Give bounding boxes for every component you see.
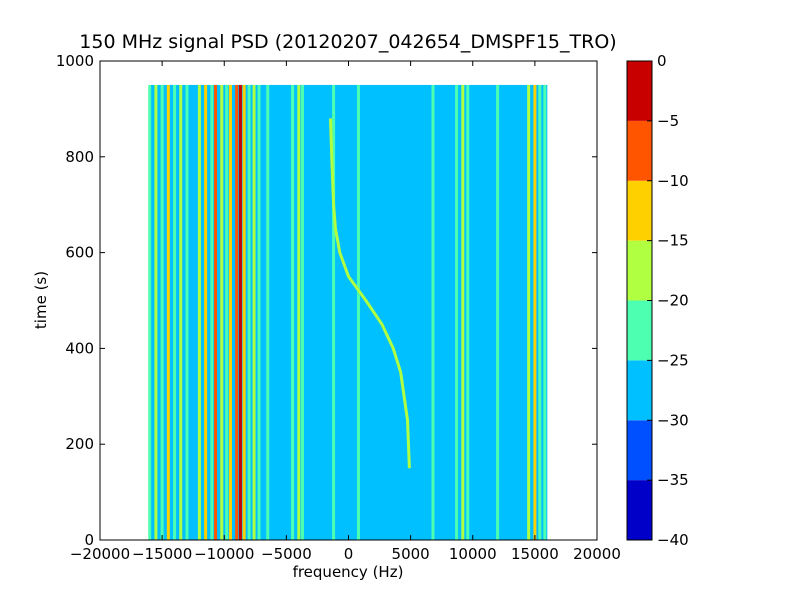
spectral-line <box>356 84 360 540</box>
spectral-line <box>301 84 305 540</box>
spectral-line <box>154 84 158 540</box>
spectral-line <box>148 84 152 540</box>
colorbar-level <box>627 360 652 421</box>
colorbar-tick-label: −5 <box>657 112 679 130</box>
spectral-line <box>533 84 537 540</box>
x-tick-label: 20000 <box>573 545 621 563</box>
x-tick-label: 10000 <box>449 545 497 563</box>
spectral-line <box>266 84 270 540</box>
colorbar-level <box>627 61 652 121</box>
spectral-line <box>538 84 542 540</box>
colorbar-level <box>627 480 652 540</box>
colorbar-tick-label: −30 <box>657 411 689 429</box>
spectral-line <box>225 84 229 540</box>
x-tick-label: −15000 <box>132 545 192 563</box>
spectral-line <box>332 84 336 540</box>
spectral-line <box>160 84 164 540</box>
x-tick-label: −10000 <box>194 545 254 563</box>
spectral-line <box>527 84 531 540</box>
x-tick-label: 0 <box>344 545 354 563</box>
spectral-line <box>252 84 256 540</box>
spectral-line <box>235 84 239 540</box>
colorbar-tick-label: 0 <box>657 52 667 70</box>
spectral-line <box>185 84 189 540</box>
doppler-trace <box>328 118 411 469</box>
spectral-line <box>197 84 201 540</box>
colorbar-level <box>627 420 652 481</box>
colorbar: 0 −5 −10 −15 −20 −25 −30 −35 −40 <box>626 52 689 549</box>
colorbar-level <box>627 240 652 301</box>
x-tick-label: −5000 <box>261 545 312 563</box>
heatmap-background <box>149 84 548 540</box>
y-tick-label: 800 <box>65 148 94 166</box>
spectral-line <box>238 84 242 540</box>
x-tick-label: 5000 <box>392 545 430 563</box>
spectral-line <box>466 84 470 540</box>
spectral-line <box>210 84 214 540</box>
y-axis-label: time (s) <box>32 271 50 329</box>
axes: −20000 −15000 −10000 −5000 0 5000 10000 15000 20… <box>56 52 621 563</box>
colorbar-tick-label: −25 <box>657 351 689 369</box>
spectral-line <box>173 84 177 540</box>
spectral-line <box>257 84 261 540</box>
colorbar-level <box>627 180 652 241</box>
y-tick-label: 0 <box>84 531 94 549</box>
colorbar-level <box>627 300 652 361</box>
spectral-line <box>166 84 170 540</box>
spectral-line <box>214 84 218 540</box>
spectral-line <box>431 84 435 540</box>
y-tick-label: 400 <box>65 339 94 357</box>
x-axis-label: frequency (Hz) <box>293 563 404 581</box>
y-tick-label: 1000 <box>56 52 94 70</box>
spectral-line <box>496 84 500 540</box>
spectral-line <box>455 84 459 540</box>
spectral-line <box>543 84 547 540</box>
spectral-line <box>291 84 295 540</box>
chart-title: 150 MHz signal PSD (20120207_042654_DMSP… <box>79 31 616 53</box>
x-tick-label: 15000 <box>511 545 559 563</box>
y-tick-label: 200 <box>65 435 94 453</box>
y-tick-label: 600 <box>65 244 94 262</box>
colorbar-tick-label: −35 <box>657 471 689 489</box>
spectral-line <box>247 84 251 540</box>
spectral-line <box>220 84 224 540</box>
spectral-line <box>461 84 465 540</box>
spectral-line <box>204 84 208 540</box>
spectral-line <box>297 84 301 540</box>
spectral-line <box>179 84 183 540</box>
colorbar-tick-label: −40 <box>657 531 689 549</box>
plot-area <box>148 84 548 540</box>
colorbar-tick-label: −10 <box>657 172 689 190</box>
x-tick-label: −20000 <box>70 545 130 563</box>
spectral-line <box>242 84 246 540</box>
colorbar-tick-label: −20 <box>657 292 689 310</box>
colorbar-tick-label: −15 <box>657 232 689 250</box>
spectral-line <box>228 84 232 540</box>
colorbar-level <box>627 120 652 181</box>
